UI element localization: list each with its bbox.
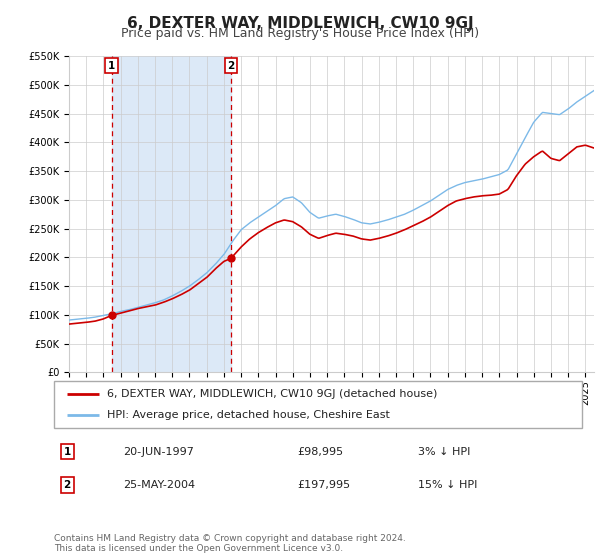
Text: 3% ↓ HPI: 3% ↓ HPI	[418, 446, 470, 456]
Text: Price paid vs. HM Land Registry's House Price Index (HPI): Price paid vs. HM Land Registry's House …	[121, 27, 479, 40]
FancyBboxPatch shape	[54, 381, 582, 428]
Text: 6, DEXTER WAY, MIDDLEWICH, CW10 9GJ: 6, DEXTER WAY, MIDDLEWICH, CW10 9GJ	[127, 16, 473, 31]
Text: 2: 2	[64, 480, 71, 490]
Text: 1: 1	[108, 60, 115, 71]
Bar	[112, 56, 231, 372]
Text: Contains HM Land Registry data © Crown copyright and database right 2024.
This d: Contains HM Land Registry data © Crown c…	[54, 534, 406, 553]
Text: HPI: Average price, detached house, Cheshire East: HPI: Average price, detached house, Ches…	[107, 410, 389, 420]
Text: 2: 2	[227, 60, 235, 71]
Text: 20-JUN-1997: 20-JUN-1997	[122, 446, 194, 456]
Text: £98,995: £98,995	[297, 446, 343, 456]
Text: 25-MAY-2004: 25-MAY-2004	[122, 480, 195, 490]
Text: 6, DEXTER WAY, MIDDLEWICH, CW10 9GJ (detached house): 6, DEXTER WAY, MIDDLEWICH, CW10 9GJ (det…	[107, 389, 437, 399]
Text: £197,995: £197,995	[297, 480, 350, 490]
Text: 15% ↓ HPI: 15% ↓ HPI	[418, 480, 478, 490]
Text: 1: 1	[64, 446, 71, 456]
